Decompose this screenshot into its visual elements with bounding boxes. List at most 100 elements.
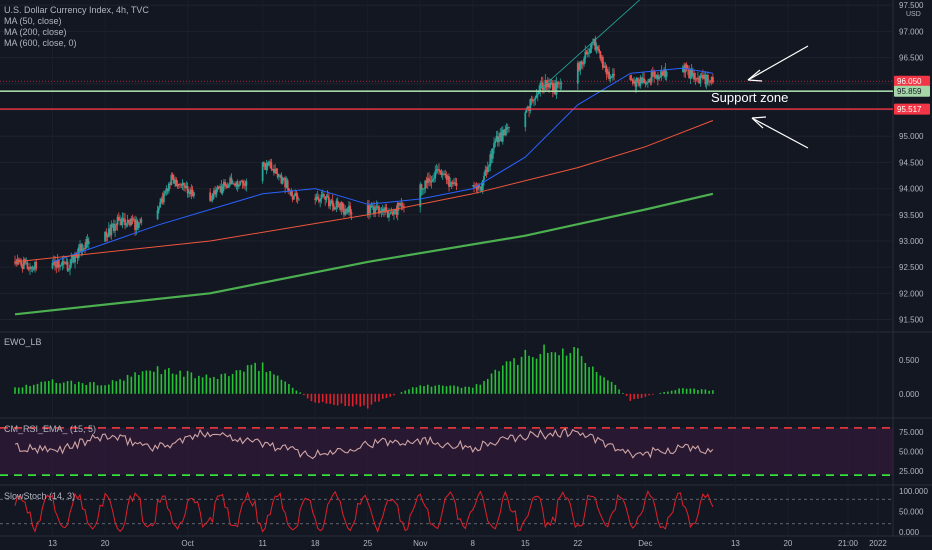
candle-body (17, 259, 20, 261)
candle-body (578, 63, 580, 71)
candle-body (82, 248, 85, 250)
candle-body (435, 169, 438, 172)
ewo-bar (625, 393, 628, 397)
candle-body (107, 228, 110, 237)
candle-body (244, 185, 247, 187)
candle-body (708, 81, 711, 83)
ewo-bar (682, 388, 684, 394)
candle-body (429, 180, 432, 183)
candle-body (266, 163, 269, 166)
candle-body (170, 174, 173, 185)
candle-body (315, 196, 318, 200)
candle-body (160, 198, 163, 203)
ewo-bar (100, 385, 103, 394)
candle-body (426, 178, 429, 183)
price-axis-currency: USD (906, 11, 921, 18)
study-ma600[interactable]: MA (600, close, 0) (4, 38, 77, 48)
candle-body (319, 198, 322, 202)
candle-body (398, 202, 400, 206)
candle-body (216, 186, 219, 190)
candle-body (449, 182, 452, 187)
ewo-tick-label: 0.500 (899, 356, 920, 365)
candle-body (112, 223, 115, 232)
candle-body (493, 143, 495, 149)
ewo-bar (220, 374, 223, 394)
candle-body (535, 95, 538, 98)
candle-body (192, 192, 195, 197)
candle-body (210, 199, 213, 201)
ma200-line (14, 120, 714, 263)
ewo-bar (400, 392, 403, 394)
candle-body (653, 71, 656, 77)
candle-body (212, 190, 215, 194)
price-badge-label: 95.517 (897, 105, 922, 114)
ewo-bar (355, 393, 358, 405)
ewo-bar (111, 380, 114, 394)
ewo-bar (299, 392, 301, 394)
ewo-bar (648, 393, 650, 396)
ewo-pane-title[interactable]: EWO_LB (4, 337, 42, 347)
candle-body (473, 185, 475, 188)
ewo-bar (198, 375, 200, 394)
candle-body (105, 231, 108, 238)
study-ma200[interactable]: MA (200, close) (4, 27, 67, 37)
candle-body (181, 182, 184, 186)
chart-legend: U.S. Dollar Currency Index, 4h, TVC MA (… (4, 5, 149, 49)
ewo-bar (415, 387, 418, 394)
candle-body (630, 79, 633, 81)
ewo-bar (213, 376, 215, 394)
candle-body (293, 195, 295, 200)
arrow-upper (747, 45, 809, 81)
candle-body (481, 180, 484, 191)
ewo-bar (652, 393, 654, 395)
ewo-bar (524, 349, 527, 394)
candle-body (375, 206, 378, 209)
ewo-bar (554, 352, 557, 394)
ewo-bar (62, 382, 65, 394)
ewo-bar (310, 393, 313, 402)
ewo-bar (205, 374, 208, 394)
candle-body (187, 191, 190, 194)
candle-body (288, 188, 290, 192)
candle-body (476, 184, 479, 190)
candle-body (700, 74, 703, 76)
candle-body (610, 76, 613, 78)
stoch-pane-title[interactable]: SlowStoch (14, 3) (4, 491, 76, 501)
ewo-bar (138, 375, 140, 394)
candle-body (639, 77, 642, 86)
candle-body (261, 162, 264, 182)
ewo-bar (520, 356, 523, 394)
candle-body (694, 78, 697, 80)
candle-body (576, 63, 579, 84)
candle-body (189, 191, 192, 195)
ewo-bar (321, 393, 324, 403)
candle-body (703, 74, 706, 79)
candle-body (395, 209, 398, 215)
ewo-bar (366, 393, 369, 409)
candle-body (448, 176, 450, 187)
candle-body (526, 106, 529, 109)
candle-body (323, 194, 325, 197)
ewo-bar (678, 388, 680, 394)
ewo-bar (325, 393, 328, 404)
candle-body (270, 162, 273, 169)
ewo-bar (265, 372, 268, 394)
candle-body (658, 76, 661, 80)
candle-body (209, 192, 212, 201)
ewo-bar (224, 373, 226, 394)
ewo-bar (607, 380, 609, 394)
ewo-bar (426, 384, 429, 394)
candle-body (644, 82, 647, 84)
candle-body (556, 82, 559, 84)
candle-body (538, 90, 540, 94)
study-ma50[interactable]: MA (50, close) (4, 16, 62, 26)
candle-body (689, 68, 692, 79)
candle-body (591, 43, 594, 45)
rsi-pane-title[interactable]: CM_RSI_EMA_ (15, 5) (4, 424, 97, 434)
candle-body (419, 184, 422, 208)
ewo-bar (693, 388, 695, 394)
stoch-tick-label: 100.000 (899, 487, 928, 496)
ewo-bar (704, 389, 707, 394)
candle-body (75, 253, 78, 255)
